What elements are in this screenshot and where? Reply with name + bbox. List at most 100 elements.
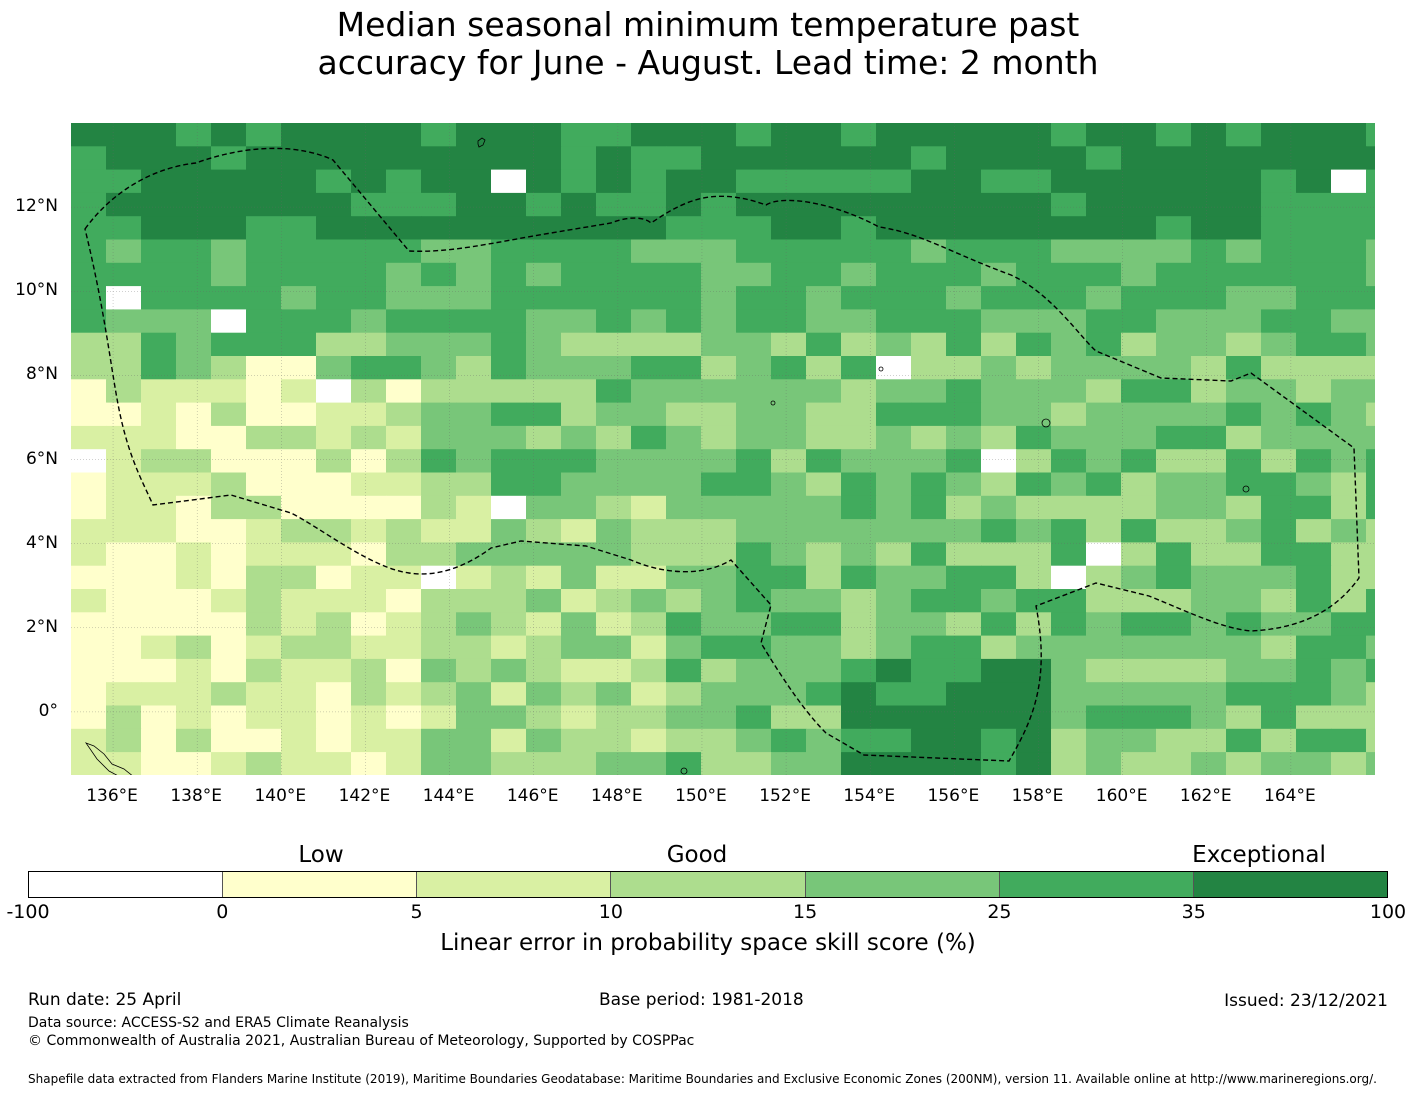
grid-cell [1051, 752, 1087, 775]
grid-cell [526, 309, 562, 334]
grid-cell [946, 379, 982, 404]
grid-cell [1296, 425, 1332, 450]
grid-cell [491, 612, 527, 637]
grid-cell [491, 752, 527, 775]
grid-cell [1226, 332, 1262, 357]
grid-cell [771, 262, 807, 287]
grid-cell [701, 425, 737, 450]
grid-cell [281, 262, 317, 287]
grid-cell [1331, 286, 1367, 310]
grid-cell [1016, 682, 1052, 706]
grid-cell [841, 239, 877, 264]
grid-cell [106, 495, 142, 520]
grid-cell [246, 635, 282, 660]
grid-cell [526, 635, 562, 660]
grid-cell [701, 658, 737, 683]
grid-cell [1156, 262, 1192, 287]
grid-cell [1016, 146, 1052, 171]
grid-cell [1261, 262, 1297, 287]
grid-cell [246, 728, 282, 753]
grid-cell [246, 239, 282, 264]
grid-cell [806, 705, 842, 730]
grid-cell [1156, 519, 1192, 543]
grid-cell [1086, 658, 1122, 683]
grid-cell [806, 472, 842, 497]
grid-cell [1086, 752, 1122, 775]
grid-cell [491, 216, 527, 240]
grid-cell [386, 565, 422, 590]
grid-cell [561, 123, 597, 147]
grid-cell [666, 123, 702, 147]
grid-cell [736, 239, 772, 264]
grid-cell [561, 332, 597, 357]
grid-cell [71, 752, 107, 775]
grid-cell [141, 658, 177, 683]
grid-cell [421, 425, 457, 450]
grid-cell [71, 402, 107, 427]
grid-cell [1366, 262, 1375, 287]
grid-cell [281, 472, 317, 497]
grid-cell [491, 169, 527, 194]
grid-cell [281, 169, 317, 194]
grid-cell [386, 682, 422, 706]
grid-cell [71, 286, 107, 310]
grid-cell [876, 123, 912, 147]
grid-cell [176, 495, 212, 520]
grid-cell [911, 216, 947, 240]
grid-cell [1016, 262, 1052, 287]
grid-cell [1261, 472, 1297, 497]
grid-cell [561, 309, 597, 334]
grid-cell [316, 682, 352, 706]
grid-cell [1261, 123, 1297, 147]
grid-cell [176, 425, 212, 450]
grid-cell [141, 425, 177, 450]
grid-cell [876, 356, 912, 380]
grid-cell [1156, 635, 1192, 660]
grid-cell [281, 402, 317, 427]
grid-cell [1226, 356, 1262, 380]
grid-cell [351, 169, 387, 194]
grid-cell [736, 728, 772, 753]
grid-cell [526, 495, 562, 520]
grid-cell [841, 495, 877, 520]
grid-cell [1261, 286, 1297, 310]
grid-cell [841, 146, 877, 171]
grid-cell [736, 542, 772, 567]
grid-cell [631, 752, 667, 775]
colorbar-label: Linear error in probability space skill … [440, 930, 976, 956]
grid-cell [1051, 262, 1087, 287]
grid-cell [1226, 286, 1262, 310]
grid-cell [946, 146, 982, 171]
grid-cell [1016, 309, 1052, 334]
grid-cell [1331, 379, 1367, 404]
grid-cell [771, 705, 807, 730]
grid-cell [596, 309, 632, 334]
grid-cell [141, 286, 177, 310]
grid-cell [316, 425, 352, 450]
grid-cell [946, 565, 982, 590]
grid-cell [386, 169, 422, 194]
grid-cell [631, 379, 667, 404]
grid-cell [1016, 286, 1052, 310]
grid-cell [281, 123, 317, 147]
grid-cell [141, 752, 177, 775]
grid-cell [701, 192, 737, 217]
grid-cell [876, 589, 912, 613]
grid-cell [71, 332, 107, 357]
grid-cell [771, 542, 807, 567]
grid-cell [386, 192, 422, 217]
grid-cell [1331, 612, 1367, 637]
legend-category-good: Good [666, 842, 728, 868]
grid-cell [281, 728, 317, 753]
grid-cell [1156, 728, 1192, 753]
grid-cell [176, 635, 212, 660]
grid-cell [1016, 635, 1052, 660]
grid-cell [1331, 682, 1367, 706]
grid-cell [736, 682, 772, 706]
colorbar-tick-label: 15 [793, 901, 818, 923]
grid-cell [561, 705, 597, 730]
grid-cell [456, 379, 492, 404]
grid-cell [316, 356, 352, 380]
grid-cell [561, 192, 597, 217]
grid-cell [596, 612, 632, 637]
